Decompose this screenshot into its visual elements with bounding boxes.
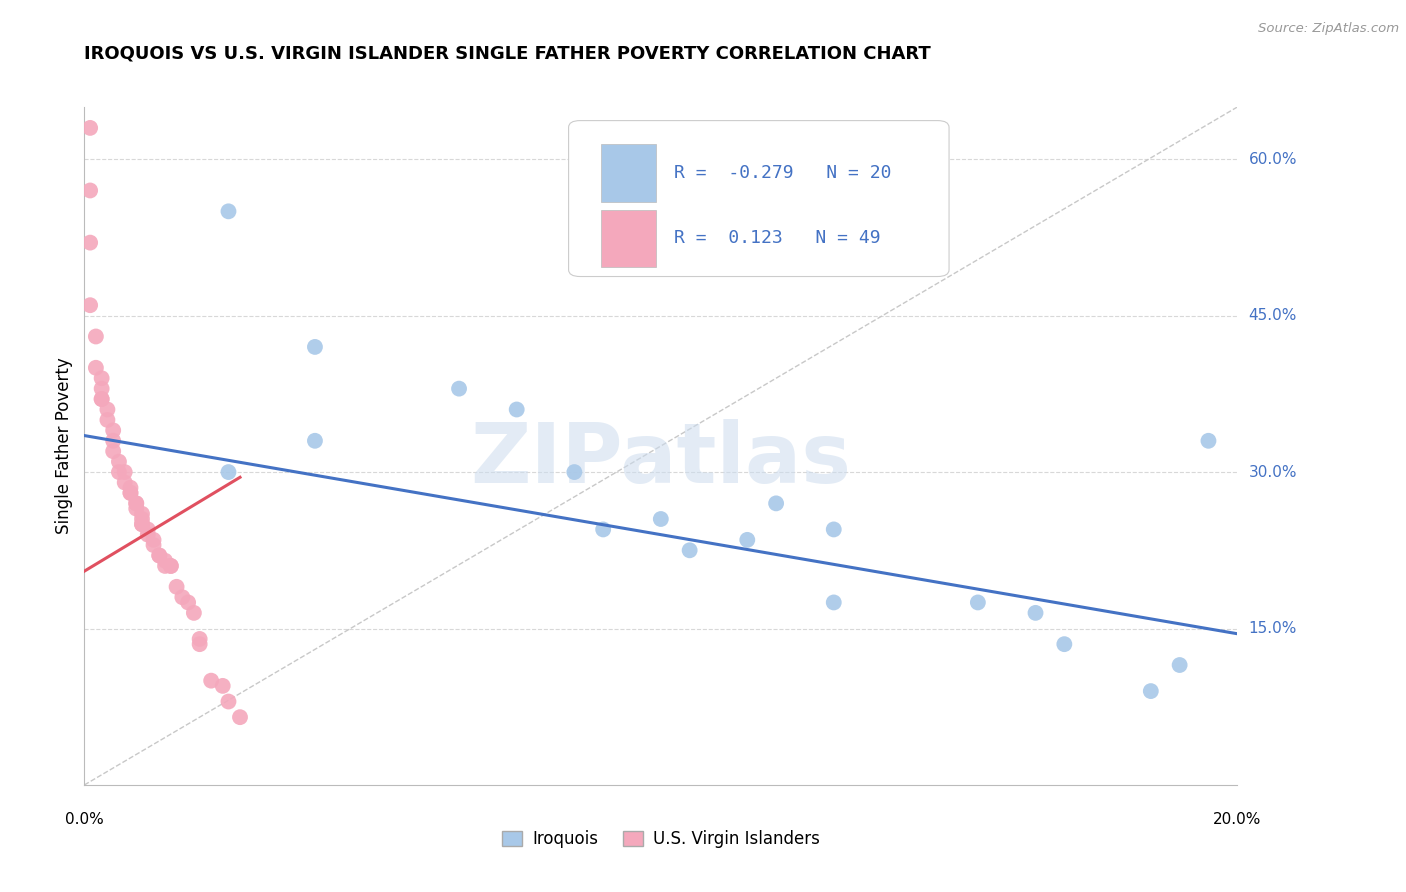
Point bbox=[211, 679, 233, 693]
Text: Source: ZipAtlas.com: Source: ZipAtlas.com bbox=[1258, 22, 1399, 36]
Point bbox=[96, 413, 118, 427]
Point bbox=[172, 591, 194, 605]
Point bbox=[125, 496, 148, 510]
Point bbox=[103, 444, 124, 458]
Point bbox=[84, 329, 107, 343]
FancyBboxPatch shape bbox=[568, 120, 949, 277]
Text: 30.0%: 30.0% bbox=[1249, 465, 1296, 480]
Point bbox=[90, 392, 112, 406]
Point bbox=[120, 486, 142, 500]
Point bbox=[153, 558, 176, 573]
Point bbox=[679, 543, 702, 558]
Legend: Iroquois, U.S. Virgin Islanders: Iroquois, U.S. Virgin Islanders bbox=[495, 823, 827, 855]
Point bbox=[229, 710, 252, 724]
Point bbox=[79, 184, 101, 198]
Point bbox=[304, 340, 326, 354]
Point bbox=[108, 465, 131, 479]
Point bbox=[79, 298, 101, 312]
Point bbox=[96, 402, 118, 417]
Point bbox=[166, 580, 188, 594]
Point bbox=[1168, 658, 1191, 673]
Point bbox=[737, 533, 759, 547]
Point bbox=[188, 637, 211, 651]
Point bbox=[1053, 637, 1076, 651]
Text: R =  -0.279   N = 20: R = -0.279 N = 20 bbox=[673, 164, 891, 182]
Point bbox=[114, 465, 136, 479]
Point bbox=[142, 533, 165, 547]
Text: 15.0%: 15.0% bbox=[1249, 621, 1296, 636]
Point bbox=[188, 632, 211, 646]
Text: ZIPatlas: ZIPatlas bbox=[471, 419, 851, 500]
FancyBboxPatch shape bbox=[600, 210, 657, 268]
Point bbox=[1140, 684, 1163, 698]
Text: IROQUOIS VS U.S. VIRGIN ISLANDER SINGLE FATHER POVERTY CORRELATION CHART: IROQUOIS VS U.S. VIRGIN ISLANDER SINGLE … bbox=[84, 45, 931, 62]
Point bbox=[131, 512, 153, 526]
Text: R =  0.123   N = 49: R = 0.123 N = 49 bbox=[673, 229, 880, 247]
Point bbox=[148, 549, 170, 563]
Point bbox=[592, 523, 614, 537]
Point bbox=[967, 595, 990, 609]
Point bbox=[218, 204, 240, 219]
Point bbox=[103, 434, 124, 448]
Text: 0.0%: 0.0% bbox=[65, 812, 104, 827]
Point bbox=[131, 517, 153, 532]
Point bbox=[120, 481, 142, 495]
FancyBboxPatch shape bbox=[600, 145, 657, 202]
Point bbox=[120, 486, 142, 500]
Point bbox=[506, 402, 529, 417]
Point bbox=[564, 465, 586, 479]
Point bbox=[1198, 434, 1220, 448]
Point bbox=[160, 558, 183, 573]
Point bbox=[304, 434, 326, 448]
Point bbox=[79, 235, 101, 250]
Point bbox=[84, 360, 107, 375]
Point bbox=[153, 554, 176, 568]
Text: 20.0%: 20.0% bbox=[1213, 812, 1261, 827]
Point bbox=[160, 558, 183, 573]
Point bbox=[136, 523, 159, 537]
Point bbox=[148, 549, 170, 563]
Text: 60.0%: 60.0% bbox=[1249, 152, 1296, 167]
Point bbox=[823, 523, 845, 537]
Point bbox=[125, 496, 148, 510]
Point bbox=[90, 371, 112, 385]
Point bbox=[90, 382, 112, 396]
Point bbox=[108, 455, 131, 469]
Point bbox=[103, 423, 124, 437]
Text: 45.0%: 45.0% bbox=[1249, 308, 1296, 323]
Point bbox=[79, 120, 101, 135]
Point bbox=[449, 382, 471, 396]
Point bbox=[218, 465, 240, 479]
Y-axis label: Single Father Poverty: Single Father Poverty bbox=[55, 358, 73, 534]
Point bbox=[131, 517, 153, 532]
Point bbox=[177, 595, 200, 609]
Point bbox=[142, 538, 165, 552]
Point bbox=[90, 392, 112, 406]
Point bbox=[114, 475, 136, 490]
Point bbox=[1025, 606, 1047, 620]
Point bbox=[125, 501, 148, 516]
Point bbox=[823, 595, 845, 609]
Point bbox=[650, 512, 672, 526]
Point bbox=[131, 507, 153, 521]
Point bbox=[183, 606, 205, 620]
Point bbox=[136, 527, 159, 541]
Point bbox=[218, 694, 240, 708]
Point bbox=[765, 496, 787, 510]
Point bbox=[200, 673, 222, 688]
